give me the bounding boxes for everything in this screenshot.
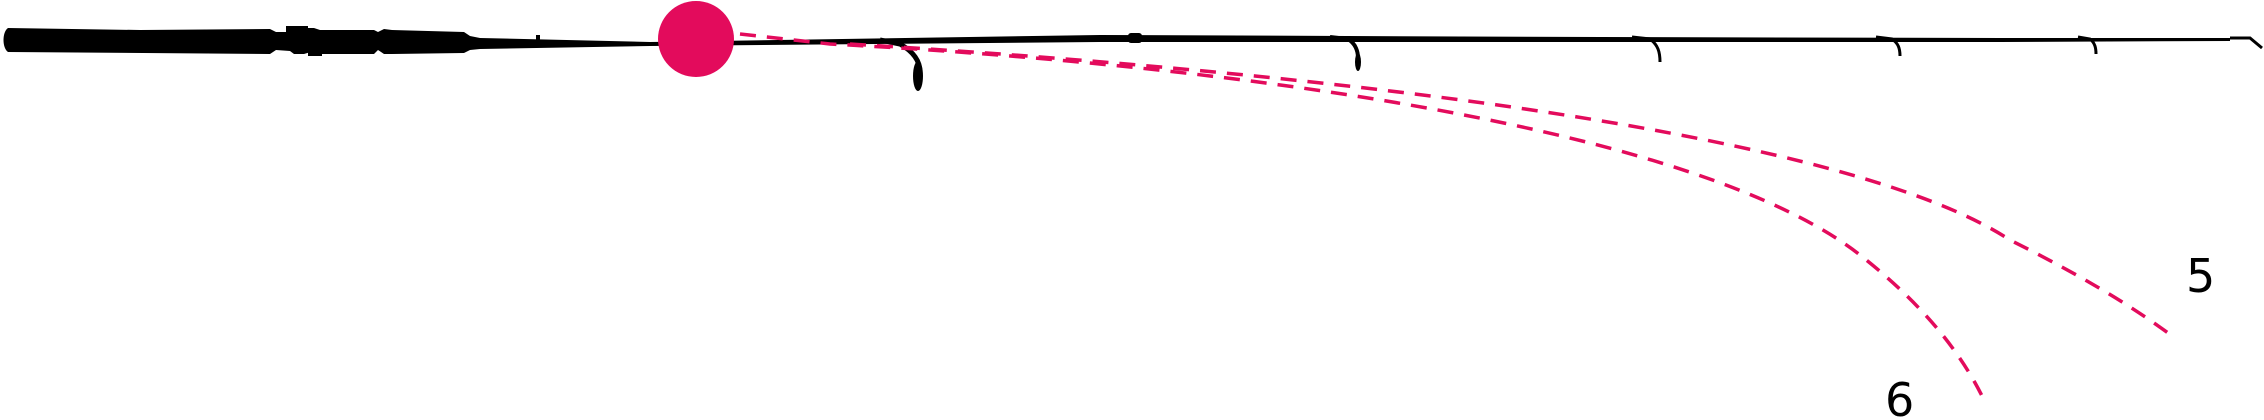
- rod-blank: [650, 35, 2230, 46]
- pivot-point: [658, 1, 734, 77]
- guide-ring: [1355, 53, 1361, 71]
- bend-curve-6: [739, 32, 1987, 403]
- rod-guides: [879, 35, 2098, 91]
- guide: [1875, 35, 1902, 57]
- reel-seat-hood: [308, 48, 322, 56]
- stripper-guide-ring: [913, 61, 923, 91]
- bend-curves: [739, 32, 2177, 403]
- guide: [2077, 35, 2098, 55]
- winding-check: [536, 35, 540, 47]
- ferrule: [1128, 33, 1142, 43]
- bend-curve-label-6: 6: [1885, 373, 1914, 420]
- guide: [1631, 35, 1662, 63]
- bend-curve-5: [849, 42, 2177, 340]
- rod-tip-guide: [2230, 36, 2263, 50]
- fishing-rod: [3, 26, 2263, 91]
- bend-curve-label-5: 5: [2186, 249, 2215, 303]
- reel-seat-hood: [286, 26, 308, 34]
- rod-handle: [3, 28, 650, 54]
